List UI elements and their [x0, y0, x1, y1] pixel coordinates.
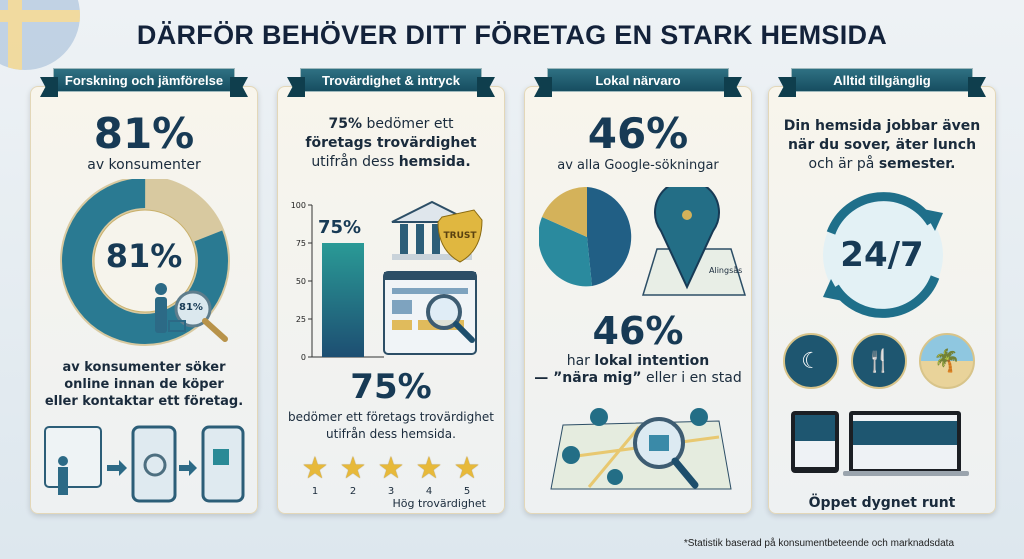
stat-subtitle: av konsumenter: [87, 157, 201, 173]
lunch-icon: 🍴: [851, 333, 907, 389]
desc-line: när du sover, äter lunch: [787, 137, 977, 153]
always-open-caption: Öppet dygnet runt: [808, 495, 956, 511]
bar-data-label: 75%: [318, 217, 362, 238]
desc-line: av konsumenter söker: [62, 360, 226, 375]
stars-caption: Hög trovärdighet: [392, 497, 486, 510]
bar: [322, 243, 364, 357]
vacation-icon: 🌴: [919, 333, 975, 389]
stat-46: 46%: [587, 109, 689, 158]
magnifier-icon: [426, 294, 462, 330]
donut-chart: [60, 179, 230, 346]
trust-shield-icon: [437, 209, 483, 263]
cycle-arrows-icon: [823, 192, 943, 318]
stat-75: 75%: [350, 367, 432, 407]
map-pin-icon: [607, 469, 623, 485]
magnifier-label: 81%: [179, 302, 203, 313]
headline: 75% bedömer ett företags trovärdighet ut…: [305, 116, 477, 170]
donut-segment-81: [62, 179, 228, 344]
star-icon: ★: [339, 451, 367, 486]
y-tick-label: 0: [301, 353, 306, 362]
svg-text:TRUST: TRUST: [444, 231, 478, 241]
clock-label: 24/7: [840, 235, 924, 275]
star-number: 1: [311, 486, 319, 497]
stat-subtitle: av alla Google-sökningar: [557, 158, 719, 173]
page-title: DÄRFÖR BEHÖVER DITT FÖRETAG EN STARK HEM…: [136, 20, 888, 50]
bar-chart: 0 25 50 75 100: [291, 201, 384, 362]
footnote: *Statistik baserad på konsumentbeteende …: [683, 538, 954, 549]
star-number: 5: [463, 486, 471, 497]
star-rating: ★ 1 ★ 2 ★ 3 ★ 4 ★ 5: [300, 451, 482, 497]
y-tick-label: 25: [296, 315, 306, 324]
local-map-search-illustration: [550, 408, 732, 490]
arrow-right-icon: [107, 460, 127, 476]
star-number: 3: [387, 486, 395, 497]
stat-81: 81%: [93, 109, 195, 158]
trust-illustration: TRUST: [383, 200, 483, 355]
pie-chart: [539, 187, 632, 287]
arrow-right-icon: [179, 460, 197, 476]
shopper-browser-icon: [44, 426, 102, 488]
desc-line: bedömer ett företags trovärdighet: [288, 410, 494, 424]
shopper-icon: [155, 283, 186, 333]
desc-line: eller kontaktar ett företag.: [44, 394, 244, 409]
swedish-flag-emblem: [0, 0, 80, 70]
phone-search-icon: [131, 425, 177, 503]
star-icon: ★: [415, 451, 443, 486]
card-always-available: Din hemsida jobbar även när du sover, ät…: [768, 86, 996, 514]
svg-text:Alingsås: Alingsås: [709, 265, 742, 275]
stat-46-local: 46%: [592, 309, 684, 353]
donut-center-label: 81%: [105, 237, 183, 275]
desc-line: online innan de köper: [64, 377, 224, 392]
ribbon-research: Forskning och jämförelse: [53, 68, 235, 92]
sleep-icon: ☾: [783, 333, 839, 389]
ribbon-credibility: Trovärdighet & intryck: [300, 68, 482, 92]
desc-line: Din hemsida jobbar även: [783, 118, 981, 134]
location-pin-icon: [654, 187, 720, 290]
map-pin-icon: [590, 408, 608, 426]
ribbon-local: Lokal närvaro: [547, 68, 729, 92]
pie-and-map-illustration: Alingsås: [539, 187, 747, 296]
magnifier-icon: [174, 290, 212, 328]
ribbon-always-available: Alltid tillgänglig: [791, 68, 973, 92]
y-tick-label: 100: [291, 201, 306, 210]
activity-icons: ☾ 🍴 🌴: [783, 333, 975, 389]
desc-line: utifrån dess hemsida.: [326, 427, 456, 441]
map-pin-icon: [690, 408, 708, 426]
star-icon: ★: [301, 451, 329, 486]
card-research: 81% av konsumenter 81% 81% av konsumente…: [30, 86, 258, 514]
star-number: 4: [425, 486, 433, 497]
card-local: 46% av alla Google-sökningar Alingsås 46…: [524, 86, 752, 514]
y-tick-label: 50: [296, 277, 306, 286]
map-pin-icon: [562, 446, 580, 464]
y-tick-label: 75: [296, 239, 306, 248]
shopping-journey-illustration: [44, 425, 245, 503]
star-icon: ★: [377, 451, 405, 486]
star-icon: ★: [453, 451, 481, 486]
card-credibility: 75% bedömer ett företags trovärdighet ut…: [277, 86, 505, 514]
devices-illustration: [791, 411, 969, 476]
star-number: 2: [349, 486, 357, 497]
